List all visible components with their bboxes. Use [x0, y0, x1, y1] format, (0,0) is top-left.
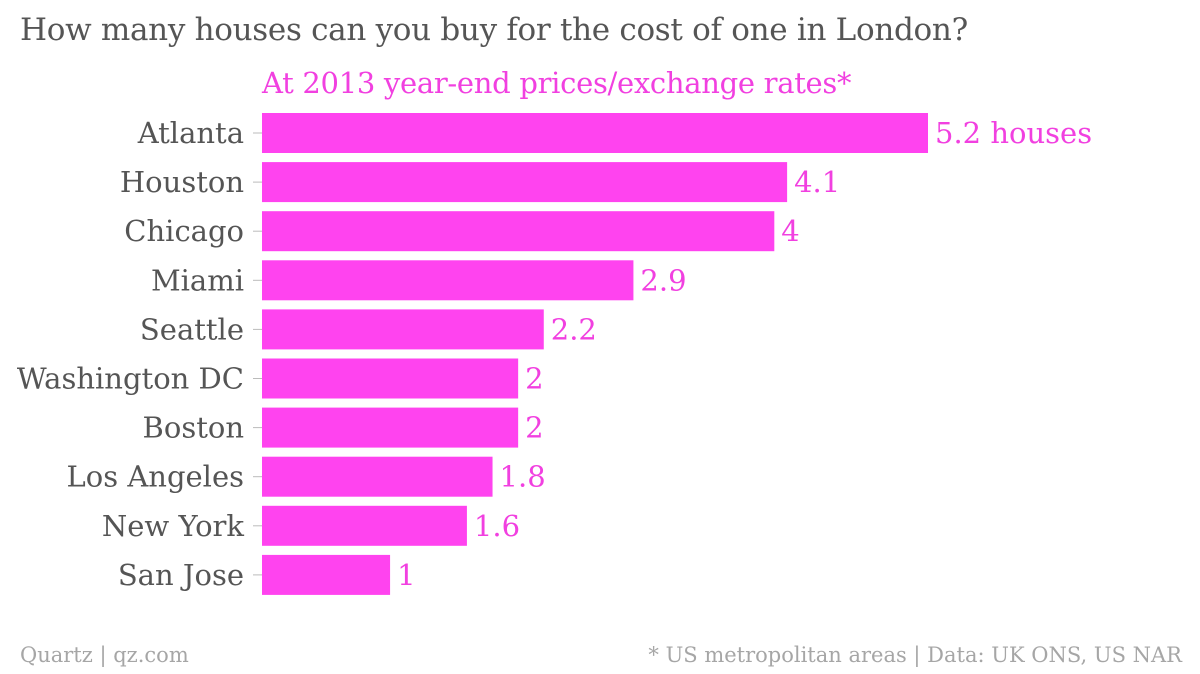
category-label: Houston: [120, 165, 244, 199]
category-label: Miami: [151, 263, 244, 297]
data-label: 1.8: [500, 460, 546, 494]
bar: [262, 309, 544, 350]
data-label: 4.1: [794, 165, 840, 199]
bar: [262, 358, 519, 399]
bar: [262, 162, 788, 203]
category-label: Atlanta: [137, 116, 244, 150]
data-label: 2: [525, 411, 543, 445]
category-label: New York: [102, 509, 245, 543]
bar: [262, 113, 928, 153]
data-label: 2.9: [640, 263, 686, 297]
category-label: Chicago: [124, 214, 244, 248]
bar: [262, 456, 493, 497]
category-label: Boston: [143, 411, 244, 445]
data-label: 1.6: [474, 509, 520, 543]
category-label: Seattle: [140, 312, 244, 346]
bar: [262, 554, 391, 595]
category-label: Los Angeles: [67, 460, 244, 494]
footer-source: Quartz | qz.com: [20, 643, 189, 667]
category-label: San Jose: [118, 558, 244, 592]
data-label: 4: [781, 214, 799, 248]
data-label: 1: [397, 558, 415, 592]
data-label: 2: [525, 362, 543, 396]
chart-title: How many houses can you buy for the cost…: [20, 12, 968, 48]
data-label: 5.2 houses: [935, 116, 1092, 150]
bar: [262, 260, 634, 301]
category-label: Washington DC: [17, 362, 244, 396]
bar: [262, 211, 775, 252]
chart-subtitle: At 2013 year-end prices/exchange rates*: [262, 66, 852, 100]
footer-note: * US metropolitan areas | Data: UK ONS, …: [648, 643, 1182, 667]
bar: [262, 505, 467, 546]
bar: [262, 407, 519, 448]
data-label: 2.2: [551, 312, 597, 346]
